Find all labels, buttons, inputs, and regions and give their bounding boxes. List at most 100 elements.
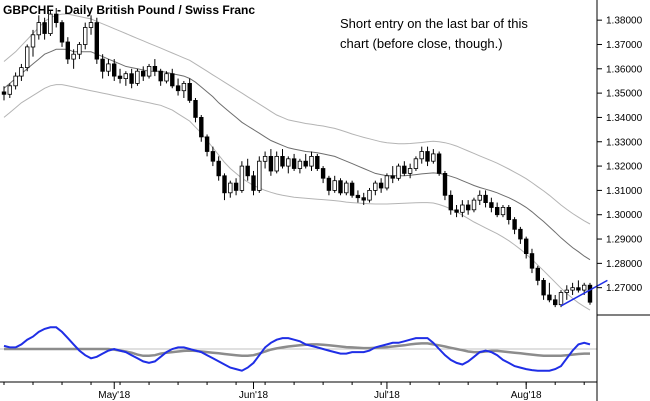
candle-up (24, 46, 30, 69)
candle-up (135, 70, 140, 84)
price-tick-label: 1.29000 (606, 235, 643, 246)
candle-down (326, 177, 332, 191)
annotation-line-1: Short entry on the last bar of this (340, 16, 528, 31)
candle-down (315, 155, 320, 169)
candle-up (460, 204, 465, 213)
candle-up (367, 189, 372, 201)
candle-up (83, 27, 88, 45)
candle-up (332, 180, 337, 191)
price-tick-label: 1.32000 (606, 162, 643, 173)
candle-down (268, 155, 274, 172)
candle-up (419, 151, 424, 160)
candle-down (251, 175, 256, 191)
candle-down (442, 172, 448, 196)
candle-down (483, 194, 488, 204)
candle-down (199, 117, 204, 138)
candle-up (228, 182, 233, 194)
candle-up (71, 53, 76, 60)
candle-down (175, 85, 181, 92)
candle-down (518, 228, 523, 240)
candle-down (338, 180, 343, 194)
candle-up (384, 175, 390, 189)
candle-up (106, 63, 111, 72)
candle-down (535, 267, 540, 281)
candle-down (59, 22, 65, 43)
candle-down (320, 168, 326, 179)
candle-down (465, 204, 471, 211)
candle-up (257, 160, 262, 191)
candle-down (361, 197, 366, 201)
candle-up (471, 199, 477, 211)
candle-down (245, 165, 250, 177)
candle-down (222, 175, 227, 194)
candle-down (576, 287, 581, 291)
candle-down (494, 206, 500, 216)
trendline (560, 279, 608, 307)
candle-down (112, 63, 117, 77)
oscillator-layer (0, 326, 597, 372)
candle-up (181, 83, 187, 92)
band-upper-line (3, 13, 591, 225)
month-tick-label: Jun'18 (239, 390, 269, 401)
candle-down (187, 83, 192, 101)
candle-down (193, 100, 198, 118)
candle-down (42, 22, 47, 34)
candle-up (413, 158, 419, 169)
candle-up (274, 155, 279, 172)
price-tick-label: 1.38000 (606, 16, 643, 27)
candle-down (117, 75, 123, 79)
candle-down (158, 70, 163, 82)
bands-layer (3, 13, 591, 311)
candle-up (477, 194, 482, 201)
candle-down (140, 70, 146, 77)
candle-down (303, 160, 308, 167)
candle-up (7, 85, 12, 95)
candle-up (373, 182, 378, 191)
candle-up (297, 160, 303, 169)
candle-up (500, 206, 506, 216)
candle-up (558, 292, 564, 306)
candle-up (123, 73, 128, 79)
price-tick-label: 1.34000 (606, 113, 643, 124)
candle-down (402, 165, 407, 174)
candle-up (407, 168, 413, 174)
candle-up (431, 153, 436, 162)
price-tick-label: 1.30000 (606, 210, 643, 221)
moving-average-line (3, 48, 591, 261)
candle-down (390, 175, 395, 179)
candle-down (547, 294, 552, 301)
candle-up (30, 34, 36, 48)
price-tick-label: 1.36000 (606, 64, 643, 75)
candle-down (129, 73, 134, 84)
candle-down (65, 41, 70, 60)
candle-down (436, 153, 442, 174)
candle-down (152, 66, 158, 72)
candle-up (48, 13, 53, 35)
candle-down (54, 13, 59, 24)
trendline-layer (560, 279, 608, 307)
oscillator-fast-line (3, 326, 591, 372)
candle-up (88, 22, 94, 28)
candle-up (570, 287, 575, 291)
candle-up (13, 75, 18, 87)
candle-up (344, 182, 349, 194)
candle-down (553, 299, 558, 306)
price-tick-label: 1.31000 (606, 186, 643, 197)
price-tick-label: 1.33000 (606, 137, 643, 148)
candle-up (396, 165, 401, 179)
candle-down (170, 73, 175, 87)
candle-down (233, 182, 239, 191)
candle-down (425, 151, 430, 162)
month-tick-label: Aug'18 (511, 390, 542, 401)
price-tick-label: 1.37000 (606, 40, 643, 51)
candle-up (564, 289, 569, 293)
candle-down (100, 58, 105, 72)
candle-down (529, 253, 535, 269)
candle-up (262, 155, 268, 162)
candle-down (448, 194, 453, 211)
price-tick-label: 1.28000 (606, 259, 643, 270)
candle-up (164, 73, 169, 82)
candle-up (582, 284, 587, 291)
candle-down (280, 155, 285, 167)
